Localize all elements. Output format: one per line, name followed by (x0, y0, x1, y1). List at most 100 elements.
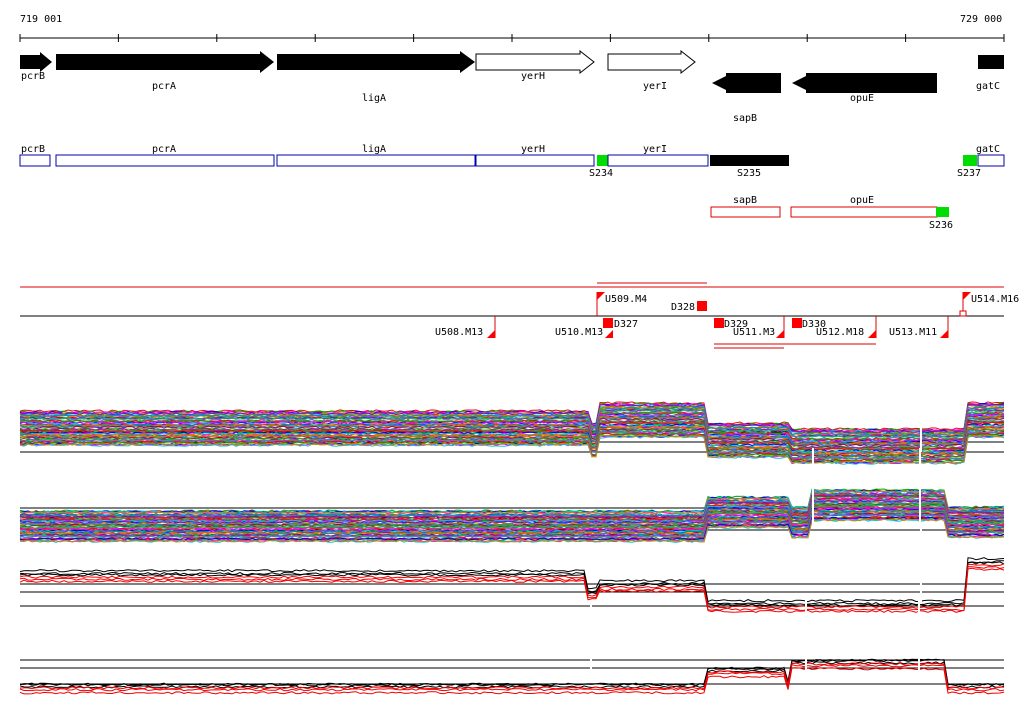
segment-label-yerH: yerH (521, 144, 545, 155)
coord-start: 719 001 (20, 14, 62, 25)
coord-end: 729 000 (960, 14, 1002, 25)
downshift-label-D329: D329 (724, 319, 748, 330)
expression-trace (19, 499, 1004, 525)
reverse-gene-track: sapB opuE (712, 73, 937, 124)
segment-opuE[interactable] (790, 206, 938, 218)
gene-arrow-sapB[interactable] (712, 73, 781, 93)
trace-gap (590, 600, 592, 680)
expression-trace (19, 419, 1005, 450)
expression-trace (19, 409, 1005, 439)
trace-gap (812, 448, 814, 528)
trace-gap (919, 448, 921, 528)
expression-trace (19, 430, 1005, 460)
downshift-D330[interactable]: D330 (792, 318, 826, 330)
transcript-U509-M4[interactable]: U509.M4 (596, 292, 647, 316)
gene-label-opuE: opuE (850, 93, 874, 104)
site-marker-S237[interactable] (963, 155, 977, 166)
expression-trace (19, 560, 1005, 606)
gene-label-gatC: gatC (976, 81, 1000, 92)
forward-gene-track: pcrB pcrA ligA yerH yerI gatC (20, 49, 1004, 104)
site-label-S236: S236 (929, 220, 953, 231)
coordinate-ruler: 719 001 729 000 (19, 14, 1005, 42)
gene-label-yerI: yerI (643, 81, 667, 92)
transcript-U510-M13[interactable]: U510.M13 (555, 327, 613, 338)
expression-trace (19, 421, 1005, 451)
segment-label-sapB: sapB (733, 195, 757, 206)
expression-trace (19, 518, 1005, 543)
expression-trace (19, 507, 1005, 532)
expression-trace (19, 413, 1005, 443)
expression-trace (19, 411, 1005, 442)
expression-panel-1 (19, 372, 1005, 465)
expression-trace (19, 557, 1005, 603)
segment-sapB[interactable] (710, 206, 781, 218)
gene-arrow-pcrA[interactable] (56, 51, 274, 73)
transcript-label-U513-M11: U513.M11 (889, 327, 937, 338)
marker-small (959, 310, 967, 317)
transcript-label-U509-M4: U509.M4 (605, 294, 647, 305)
downshift-label-D328: D328 (671, 302, 695, 313)
trace-gap (920, 524, 922, 604)
segment-pcrB[interactable] (19, 154, 51, 167)
transcript-U513-M11[interactable]: U513.M11 (889, 316, 949, 338)
gene-arrow-ligA[interactable] (277, 51, 475, 73)
expression-trace (19, 567, 1005, 613)
segment-label-ligA: ligA (362, 144, 386, 155)
expression-trace (19, 561, 1005, 607)
trace-gap (918, 600, 920, 680)
gene-arrow-yerH[interactable] (475, 49, 595, 75)
reverse-segment-track: sapB opuE S236 (710, 195, 953, 231)
transcript-U514-M16[interactable]: U514.M16 (962, 292, 1019, 316)
downshift-D327[interactable]: D327 (603, 318, 638, 330)
gene-label-pcrB: pcrB (21, 71, 45, 82)
segment-yerH[interactable] (475, 154, 595, 167)
expression-trace (19, 505, 1004, 530)
expression-trace (19, 490, 1005, 515)
gene-label-sapB: sapB (733, 113, 757, 124)
gene-arrow-pcrB[interactable] (20, 52, 52, 72)
transcript-label-U510-M13: U510.M13 (555, 327, 603, 338)
segment-label-yerI: yerI (643, 144, 667, 155)
gene-label-yerH: yerH (521, 71, 545, 82)
site-marker-S235[interactable] (710, 155, 789, 166)
gene-arrow-yerI[interactable] (607, 49, 696, 75)
expression-trace (19, 503, 1005, 528)
segment-label-pcrB: pcrB (21, 144, 45, 155)
transcript-U511-M3[interactable]: U511.M3 (733, 316, 785, 338)
segment-pcrA[interactable] (55, 154, 275, 167)
segment-label-opuE: opuE (850, 195, 874, 206)
gene-label-pcrA: pcrA (152, 81, 176, 92)
transcript-label-U511-M3: U511.M3 (733, 327, 775, 338)
transcript-U508-M13[interactable]: U508.M13 (435, 316, 496, 338)
expression-trace (19, 415, 1005, 445)
expression-trace (19, 401, 1005, 431)
site-marker-S236[interactable] (936, 207, 949, 217)
expression-trace (19, 494, 1005, 519)
segment-ligA[interactable] (276, 154, 476, 167)
gene-arrow-gatC[interactable] (978, 55, 1004, 69)
transcript-label-U512-M18: U512.M18 (816, 327, 864, 338)
expression-trace (19, 417, 1005, 447)
segment-yerI[interactable] (607, 154, 709, 167)
site-label-S235: S235 (737, 168, 761, 179)
forward-segment-track: pcrB pcrA ligA yerH S234 yerI S235 S237 … (19, 144, 1005, 179)
expression-trace (19, 434, 1005, 464)
downshift-D328[interactable]: D328 (671, 301, 707, 313)
segment-label-pcrA: pcrA (152, 144, 176, 155)
transcript-track: U509.M4 U514.M16 U508.M13 U510.M13 U511.… (20, 282, 1019, 349)
expression-trace (19, 513, 1005, 539)
expression-trace (19, 504, 1005, 529)
transcript-label-U508-M13: U508.M13 (435, 327, 483, 338)
gene-arrow-opuE[interactable] (792, 73, 937, 93)
trace-gap (805, 600, 807, 680)
trace-gap (920, 372, 922, 452)
transcript-U512-M18[interactable]: U512.M18 (816, 316, 877, 338)
expression-trace (19, 659, 1005, 687)
site-marker-S234[interactable] (597, 155, 608, 166)
downshift-D329[interactable]: D329 (714, 318, 748, 330)
segment-gatC[interactable] (977, 154, 1005, 167)
segment-label-gatC: gatC (976, 144, 1000, 155)
expression-trace (19, 563, 1005, 609)
expression-panel-2 (19, 448, 1005, 543)
